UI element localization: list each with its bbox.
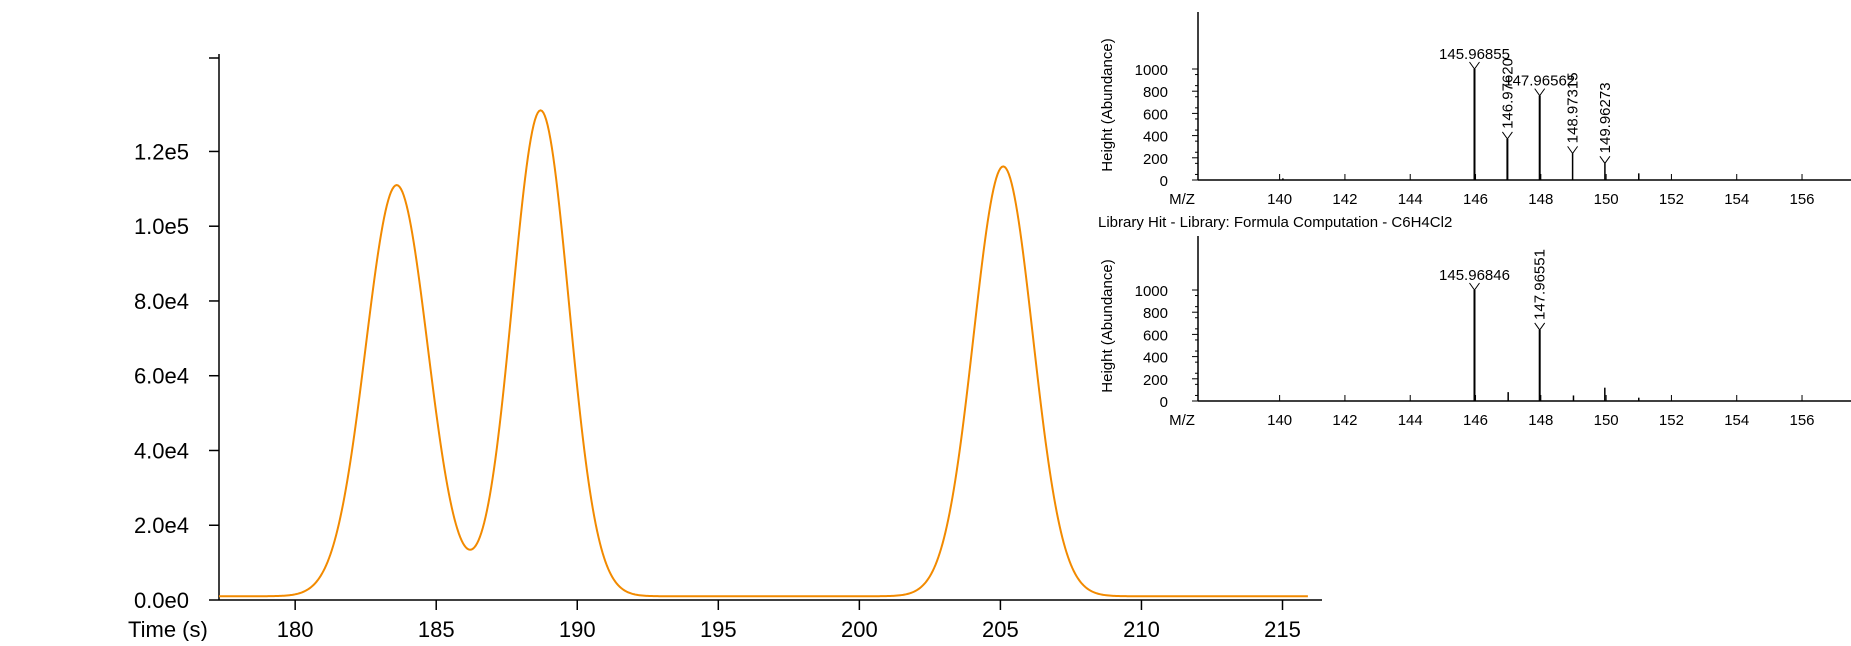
library-hit-title: Library Hit - Library: Formula Computati… bbox=[1098, 214, 1452, 231]
measured-spectrum-y-tick-label: 800 bbox=[1143, 84, 1168, 101]
library-spectrum-peak-marker bbox=[1534, 322, 1546, 331]
measured-spectrum-y-tick-label: 0 bbox=[1160, 173, 1168, 190]
measured-spectrum-y-tick-label: 200 bbox=[1143, 151, 1168, 168]
library-spectrum-x-tick-label: 152 bbox=[1659, 412, 1684, 429]
measured-spectrum-peak-marker bbox=[1469, 61, 1480, 70]
chromatogram-y-tick-label: 1.0e5 bbox=[134, 214, 189, 239]
library-spectrum-y-tick-label: 0 bbox=[1160, 394, 1168, 411]
chromatogram-x-tick-label: 215 bbox=[1264, 617, 1301, 641]
chromatogram-y-tick-label: 0.0e0 bbox=[134, 588, 189, 613]
measured-spectrum-x-tick-label: 156 bbox=[1790, 191, 1815, 208]
measured-spectrum-x-tick-label: 150 bbox=[1594, 191, 1619, 208]
measured-spectrum-peak-marker bbox=[1599, 156, 1611, 165]
chromatogram-x-tick-label: 200 bbox=[841, 617, 878, 641]
measured-spectrum-peak-label: 146.97620 bbox=[1499, 58, 1516, 129]
measured-spectrum-x-tick-label: 148 bbox=[1528, 191, 1553, 208]
chromatogram-x-tick-label: 205 bbox=[982, 617, 1019, 641]
measured-spectrum-peak-label: 149.96273 bbox=[1597, 82, 1614, 153]
chromatogram-x-tick-label: 190 bbox=[559, 617, 596, 641]
chromatogram-x-tick-label: 195 bbox=[700, 617, 737, 641]
measured-spectrum-y-tick-label: 400 bbox=[1143, 129, 1168, 146]
measured-spectrum-x-tick-label: 154 bbox=[1724, 191, 1749, 208]
library-spectrum-x-tick-label: 140 bbox=[1267, 412, 1292, 429]
library-spectrum-y-tick-label: 400 bbox=[1143, 350, 1168, 367]
chromatogram-y-tick-label: 1.2e5 bbox=[134, 139, 189, 164]
chromatogram-x-tick-label: 185 bbox=[418, 617, 455, 641]
library-spectrum-y-tick-label: 600 bbox=[1143, 327, 1168, 344]
chromatogram-y-tick-label: 2.0e4 bbox=[134, 513, 189, 538]
measured-spectrum-x-tick-label: 146 bbox=[1463, 191, 1488, 208]
measured-spectrum-x-tick-label: 152 bbox=[1659, 191, 1684, 208]
library-spectrum-x-tick-label: 142 bbox=[1332, 412, 1357, 429]
library-spectrum-x-tick-label: 144 bbox=[1398, 412, 1423, 429]
chromatogram-y-tick-label: 6.0e4 bbox=[134, 364, 189, 389]
library-spectrum-x-tick-label: 150 bbox=[1594, 412, 1619, 429]
library-spectrum-peak-label: 147.96551 bbox=[1532, 249, 1549, 320]
measured-spectrum-peak-label: 145.96855 bbox=[1439, 46, 1510, 63]
measured-spectrum-x-axis-label: M/Z bbox=[1169, 191, 1195, 208]
library-spectrum-x-tick-label: 148 bbox=[1528, 412, 1553, 429]
chromatogram-y-tick-label: 4.0e4 bbox=[134, 438, 189, 463]
measured-spectrum-peak-label: 148.97315 bbox=[1565, 72, 1582, 143]
chromatogram-x-tick-label: 210 bbox=[1123, 617, 1160, 641]
library-spectrum-y-axis-label: Height (Abundance) bbox=[1099, 259, 1116, 392]
measured-spectrum-x-tick-label: 140 bbox=[1267, 191, 1292, 208]
measured-spectrum-x-tick-label: 144 bbox=[1398, 191, 1423, 208]
library-spectrum-peak-marker bbox=[1469, 282, 1480, 291]
chromatogram-line bbox=[219, 109, 1308, 598]
measured-spectrum-y-axis-label: Height (Abundance) bbox=[1099, 38, 1116, 171]
measured-spectrum-peak-marker bbox=[1501, 131, 1513, 140]
library-spectrum-x-axis-label: M/Z bbox=[1169, 412, 1195, 429]
measured-spectrum-peak-label: 147.96562 bbox=[1504, 73, 1575, 90]
chromatogram-x-tick-label: 180 bbox=[277, 617, 314, 641]
library-spectrum-y-tick-label: 200 bbox=[1143, 372, 1168, 389]
library-spectrum-y-tick-label: 800 bbox=[1143, 305, 1168, 322]
measured-spectrum-peak-marker bbox=[1567, 146, 1579, 155]
library-spectrum-y-tick-label: 1000 bbox=[1135, 283, 1168, 300]
measured-spectrum-peak-marker bbox=[1534, 88, 1546, 97]
measured-spectrum-y-tick-label: 1000 bbox=[1135, 62, 1168, 79]
library-spectrum-x-tick-label: 156 bbox=[1790, 412, 1815, 429]
chromatogram-x-axis-label: Time (s) bbox=[128, 617, 208, 641]
measured-spectrum-x-tick-label: 142 bbox=[1332, 191, 1357, 208]
library-spectrum-x-tick-label: 146 bbox=[1463, 412, 1488, 429]
library-spectrum-peak-label: 145.96846 bbox=[1439, 267, 1510, 284]
chromatogram-y-tick-label: 8.0e4 bbox=[134, 289, 189, 314]
library-spectrum-x-tick-label: 154 bbox=[1724, 412, 1749, 429]
measured-spectrum-y-tick-label: 600 bbox=[1143, 106, 1168, 123]
